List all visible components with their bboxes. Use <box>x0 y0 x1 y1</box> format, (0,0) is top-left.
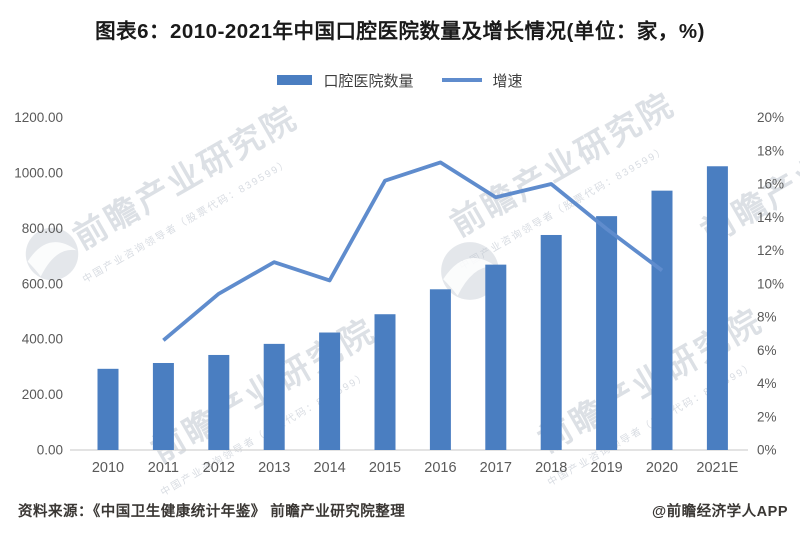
x-axis-category-label: 2010 <box>92 460 124 476</box>
bar-2011 <box>152 362 174 450</box>
left-axis-tick-label: 200.00 <box>22 387 63 402</box>
bar-2019 <box>596 216 618 450</box>
bar-2010 <box>97 368 119 450</box>
x-axis-category-label: 2016 <box>424 460 456 476</box>
left-axis-tick-label: 800.00 <box>22 221 63 236</box>
bar-2021E <box>706 166 728 450</box>
bar-2016 <box>429 289 451 450</box>
source-note: 资料来源：《中国卫生健康统计年鉴》 前瞻产业研究院整理 <box>18 504 406 520</box>
x-axis-category-label: 2014 <box>313 460 345 476</box>
right-axis-tick-label: 20% <box>757 110 784 125</box>
x-axis-category-label: 2012 <box>203 460 235 476</box>
bar-2017 <box>485 264 507 450</box>
right-axis-tick-label: 0% <box>757 443 777 458</box>
bar-2012 <box>208 354 230 450</box>
bar-2020 <box>651 190 673 450</box>
legend-bar-label: 口腔医院数量 <box>323 72 414 90</box>
right-axis-tick-label: 16% <box>757 177 784 192</box>
left-axis-tick-label: 600.00 <box>22 276 63 291</box>
x-axis-category-label: 2021E <box>696 460 738 476</box>
chart-legend: 口腔医院数量 增速 <box>0 68 800 92</box>
bar-2013 <box>263 343 285 450</box>
legend-line-label: 增速 <box>492 72 523 90</box>
left-axis-tick-label: 400.00 <box>22 332 63 347</box>
bar-2014 <box>319 332 341 450</box>
x-axis-category-label: 2013 <box>258 460 290 476</box>
credit-badge: @前瞻经济学人APP <box>652 504 788 520</box>
right-axis-tick-label: 2% <box>757 409 777 424</box>
bar-2015 <box>374 314 396 450</box>
left-axis-tick-label: 1000.00 <box>14 165 63 180</box>
x-axis-category-label: 2019 <box>590 460 622 476</box>
x-axis-category-label: 2018 <box>535 460 567 476</box>
right-axis-tick-label: 18% <box>757 143 784 158</box>
growth-rate-line <box>162 160 664 342</box>
left-axis-tick-label: 1200.00 <box>14 110 63 125</box>
x-axis-category-label: 2017 <box>480 460 512 476</box>
chart-title: 图表6：2010-2021年中国口腔医院数量及增长情况(单位：家，%) <box>95 20 705 43</box>
right-axis-tick-label: 6% <box>757 343 777 358</box>
x-axis-category-label: 2011 <box>148 460 179 476</box>
right-axis-tick-label: 8% <box>757 310 777 325</box>
x-axis-category-label: 2020 <box>646 460 678 476</box>
legend-line-swatch-icon <box>441 78 482 82</box>
legend-bar-swatch-icon <box>277 75 313 85</box>
right-axis-tick-label: 4% <box>757 376 777 391</box>
right-axis-tick-label: 12% <box>757 243 784 258</box>
bar-2018 <box>540 234 562 450</box>
left-axis-tick-label: 0.00 <box>37 443 63 458</box>
right-axis-tick-label: 10% <box>757 276 784 291</box>
right-axis-tick-label: 14% <box>757 210 784 225</box>
x-axis-category-label: 2015 <box>369 460 401 476</box>
